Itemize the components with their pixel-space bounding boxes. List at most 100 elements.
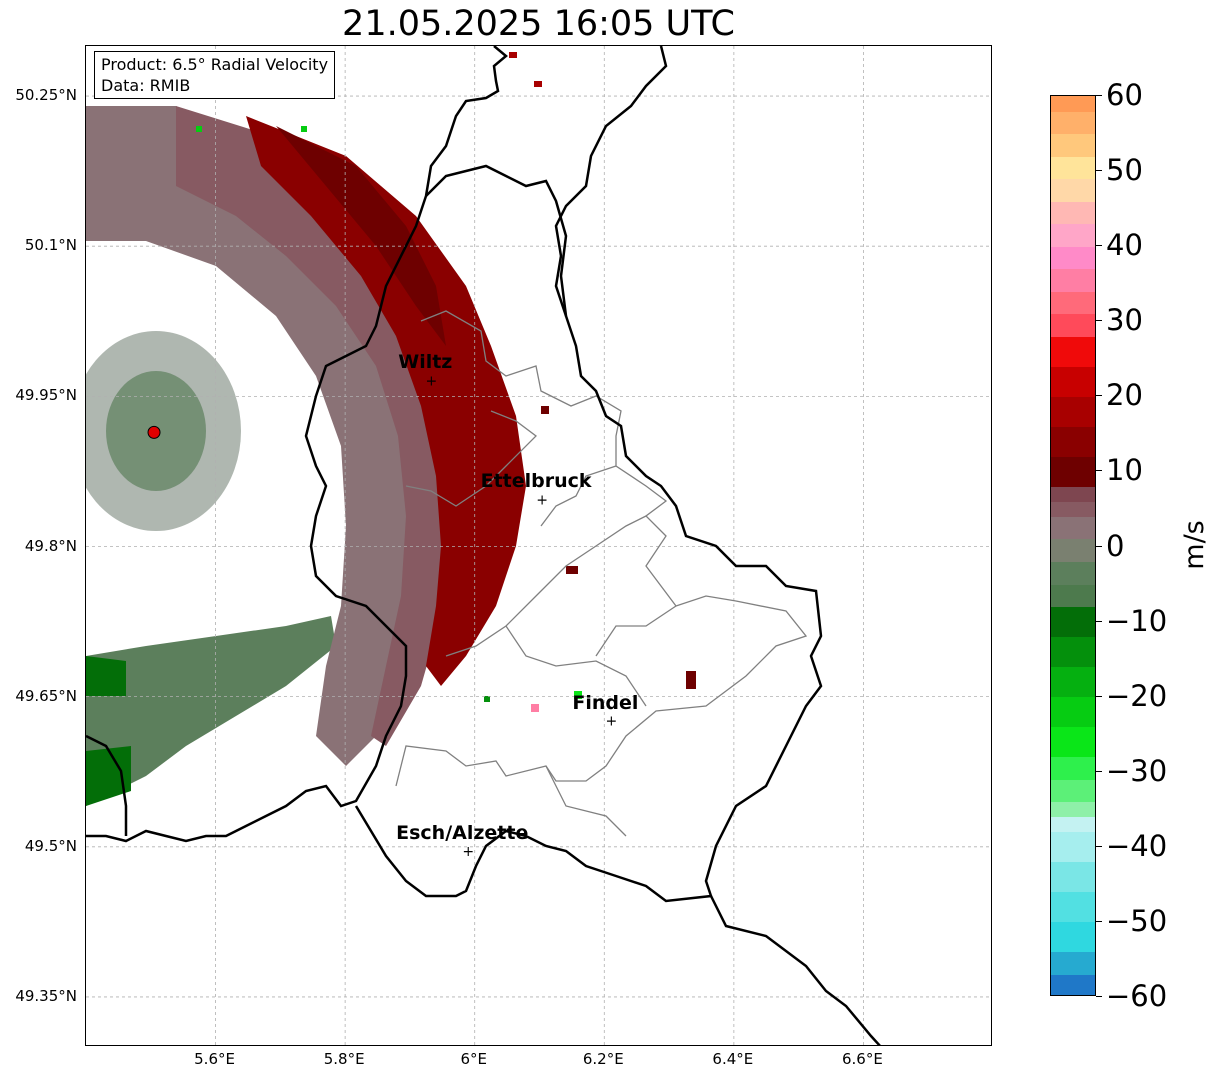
lat-tick-label: 49.5°N — [24, 836, 77, 855]
lat-tick-label: 49.95°N — [15, 386, 77, 405]
colorbar-segment — [1051, 696, 1095, 728]
colorbar-tick-mark — [1096, 845, 1102, 847]
lon-tick-label: 6.4°E — [712, 1050, 754, 1068]
colorbar-segment — [1051, 268, 1095, 292]
info-box: Product: 6.5° Radial Velocity Data: RMIB — [94, 51, 336, 99]
colorbar-segment — [1051, 636, 1095, 668]
colorbar-segment — [1051, 111, 1095, 135]
colorbar-tick-label: 40 — [1106, 228, 1143, 263]
colorbar-segment — [1051, 561, 1095, 585]
echo-pixel — [484, 696, 490, 702]
colorbar-segment — [1051, 801, 1095, 818]
colorbar-tick-mark — [1096, 470, 1102, 472]
colorbar-segment — [1051, 336, 1095, 367]
colorbar-segment — [1051, 726, 1095, 758]
receding-echo-band-dark-2 — [86, 746, 131, 806]
colorbar-tick-label: 50 — [1106, 153, 1143, 188]
colorbar-segment — [1051, 156, 1095, 180]
lat-tick-label: 49.65°N — [15, 686, 77, 705]
colorbar-segment — [1051, 756, 1095, 780]
colorbar-segment — [1051, 201, 1095, 225]
data-source-label: Data: RMIB — [101, 76, 191, 95]
colorbar-tick-label: 30 — [1106, 303, 1143, 338]
map-title: 21.05.2025 16:05 UTC — [342, 4, 735, 44]
canton-border — [540, 465, 617, 527]
receding-echo-band — [86, 616, 336, 806]
colorbar-segment — [1051, 538, 1095, 562]
colorbar-segment — [1051, 426, 1095, 457]
echo-pixel — [686, 671, 696, 689]
border-germany-north — [554, 46, 668, 317]
colorbar-segment — [1051, 96, 1095, 112]
colorbar-tick-label: −60 — [1106, 979, 1168, 1013]
colorbar-segment — [1051, 861, 1095, 893]
colorbar-tick-label: 60 — [1106, 78, 1143, 112]
colorbar-tick-mark — [1096, 620, 1102, 622]
city-label: Findel — [572, 691, 639, 714]
national-borders — [86, 46, 881, 1045]
border-southwest — [86, 734, 128, 836]
colorbar-tick-mark — [1096, 95, 1102, 96]
colorbar-segment — [1051, 606, 1095, 638]
receding-echo-band-dark — [86, 656, 126, 696]
border-luxembourg-belgium — [86, 46, 508, 843]
colorbar-segment — [1051, 313, 1095, 337]
colorbar-tick-label: 10 — [1106, 453, 1143, 488]
colorbar-segment — [1051, 974, 1095, 995]
radar-map[interactable]: + + + + — [85, 45, 992, 1046]
city-marker-icon: + — [536, 492, 548, 508]
colorbar-segment — [1051, 816, 1095, 833]
echo-pixel — [566, 566, 578, 574]
colorbar-tick-mark — [1096, 245, 1102, 247]
colorbar-segment — [1051, 291, 1095, 315]
colorbar-tick-mark — [1096, 770, 1102, 772]
lat-tick-label: 49.35°N — [15, 986, 77, 1005]
echo-pixel — [534, 81, 542, 87]
colorbar-segment — [1051, 516, 1095, 540]
colorbar-tick-label: −20 — [1106, 678, 1168, 713]
city-marker-icon: + — [606, 714, 618, 730]
lon-tick-label: 5.6°E — [194, 1050, 235, 1068]
colorbar-segment — [1051, 133, 1095, 157]
colorbar-segment — [1051, 486, 1095, 502]
colorbar — [1050, 95, 1096, 996]
colorbar-segment — [1051, 246, 1095, 270]
lon-tick-label: 6°E — [460, 1050, 487, 1068]
lat-tick-label: 50.1°N — [24, 236, 77, 255]
canton-border — [595, 605, 677, 657]
radar-site-marker — [147, 425, 161, 439]
lon-tick-label: 6.2°E — [582, 1050, 624, 1068]
canton-border — [545, 765, 627, 837]
colorbar-segment — [1051, 831, 1095, 863]
border-france-germany-east — [709, 895, 881, 1045]
colorbar-tick-mark — [1096, 170, 1102, 172]
city-label: Wiltz — [398, 351, 453, 374]
colorbar-segment — [1051, 456, 1095, 487]
echo-pixel — [301, 126, 307, 132]
colorbar-tick-mark — [1096, 695, 1102, 697]
echo-pixel — [509, 52, 517, 58]
velocity-core — [246, 116, 526, 686]
product-label: Product: 6.5° Radial Velocity — [101, 55, 329, 74]
echo-pixel — [574, 691, 582, 699]
radar-map-canvas: + + + + — [86, 46, 991, 1045]
colorbar-tick-label: −30 — [1106, 753, 1168, 788]
velocity-echoes — [86, 52, 696, 806]
colorbar-tick-mark — [1096, 996, 1102, 997]
colorbar-segment — [1051, 366, 1095, 397]
colorbar-segment — [1051, 223, 1095, 247]
city-markers: + + + + — [425, 373, 617, 859]
lon-tick-label: 5.8°E — [323, 1050, 365, 1068]
colorbar-tick-mark — [1096, 545, 1102, 547]
canton-borders — [395, 310, 808, 837]
lat-tick-label: 49.8°N — [24, 536, 77, 555]
colorbar-segment — [1051, 178, 1095, 202]
echo-pixel — [196, 126, 202, 132]
city-marker-icon: + — [425, 373, 437, 389]
colorbar-segment — [1051, 921, 1095, 953]
colorbar-unit-label: m/s — [1179, 520, 1207, 570]
colorbar-segment — [1051, 891, 1095, 923]
colorbar-segment — [1051, 951, 1095, 975]
colorbar-segment — [1051, 666, 1095, 698]
border-luxembourg-germany-france — [354, 164, 823, 903]
